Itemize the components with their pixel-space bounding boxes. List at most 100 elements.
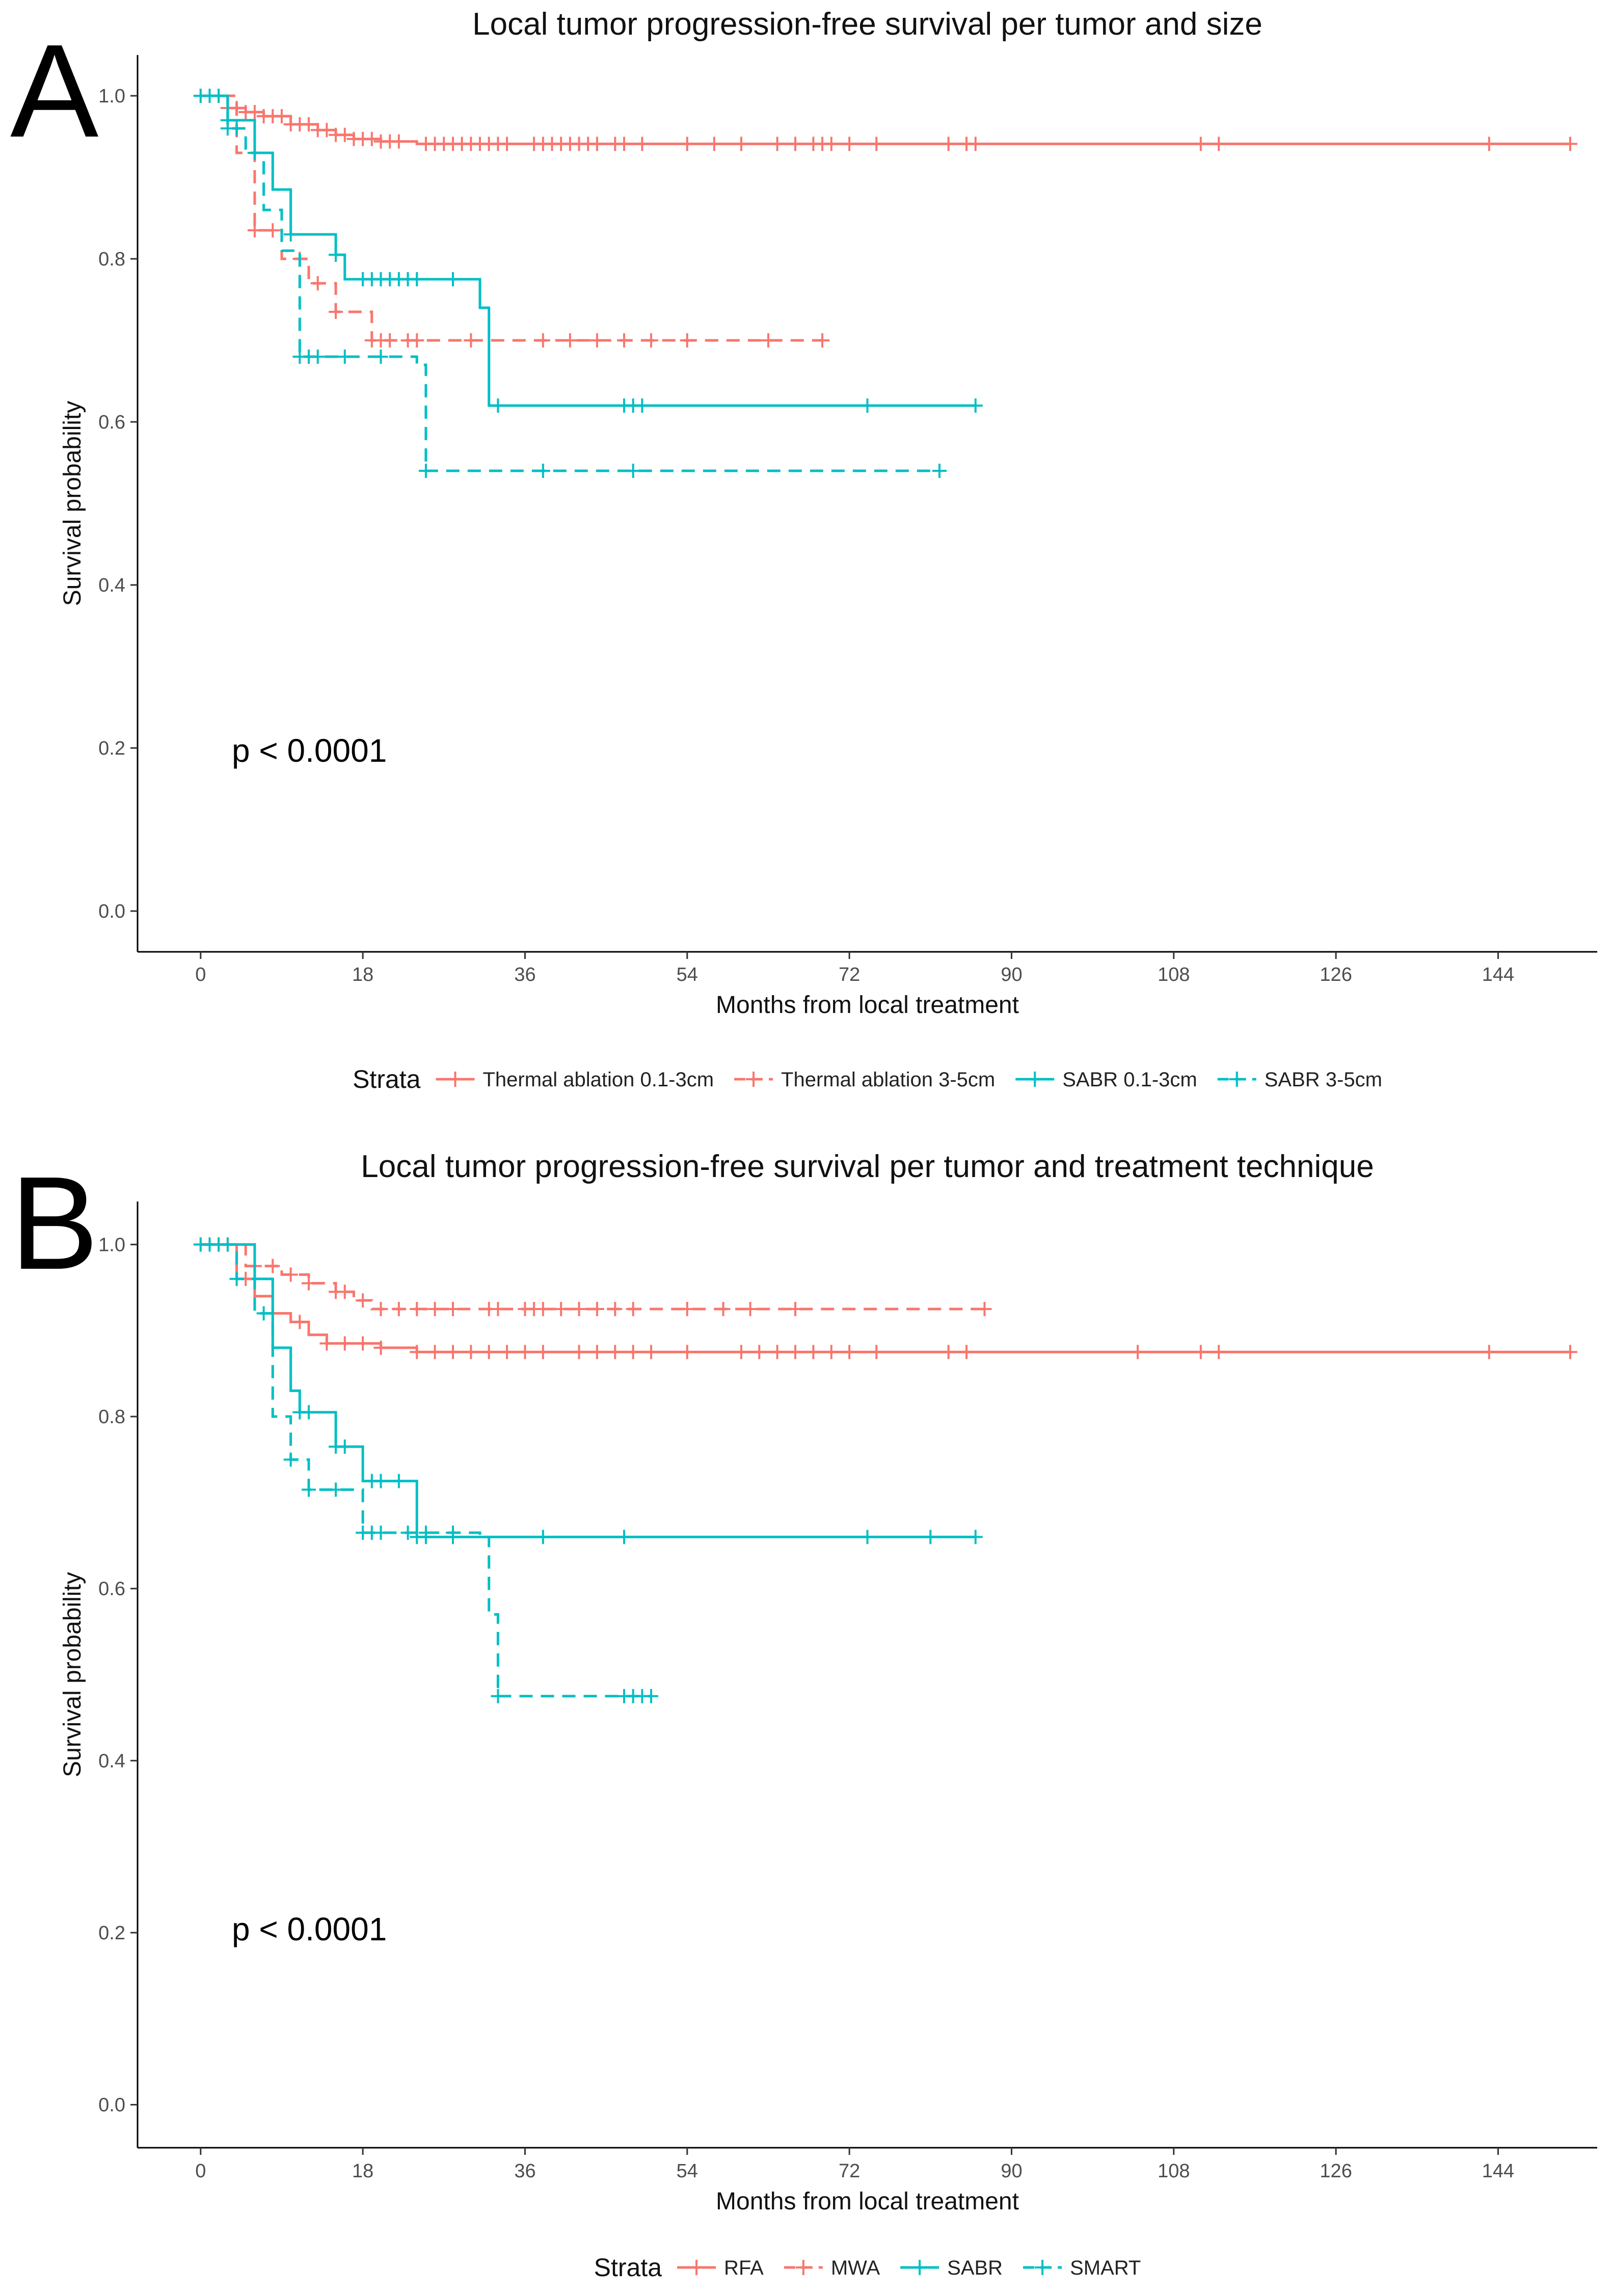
censor-mark [941,1345,956,1359]
censor-mark [860,398,875,413]
censor-mark [356,1293,370,1308]
legend-item: SABR [900,2257,1003,2279]
x-tick-label: 18 [352,2160,373,2182]
panel-a-survival-chart: A Local tumor progression-free survival … [0,0,1612,1141]
censor-mark [589,1302,604,1317]
censor-mark [319,1336,334,1351]
censor-mark [626,1345,640,1359]
survival-curve [200,1243,652,1698]
censor-mark [626,1302,640,1317]
x-tick-label: 108 [1158,2160,1190,2182]
censor-mark [518,1345,532,1359]
censor-mark [1212,137,1226,151]
y-tick-label: 1.0 [98,1234,125,1256]
chart-title: Local tumor progression-free survival pe… [361,1149,1374,1184]
censor-mark [373,1340,388,1355]
legend-item: Thermal ablation 0.1-3cm [436,1069,714,1091]
axes: 0.0 0.2 0.4 0.6 0.8 1.0 0 18 36 54 72 90 108 126 144 [98,1202,1597,2182]
censor-mark [815,333,830,348]
censor-mark [302,1482,316,1497]
censor-mark [860,1530,875,1544]
censor-mark [500,1345,515,1359]
censor-mark [418,1525,433,1540]
legend-title: Strata [594,2253,662,2282]
series-smart [200,1243,659,1703]
legend-item: SMART [1023,2257,1141,2279]
censor-mark [283,1452,298,1467]
censor-mark [329,305,343,319]
censor-mark [373,1525,388,1540]
censor-mark [535,1302,550,1317]
censor-mark [617,333,631,348]
censor-mark [959,1345,974,1359]
y-tick-label: 0.8 [98,1406,125,1428]
x-tick-label: 0 [195,964,206,985]
censor-mark [337,1439,352,1454]
y-tick-label: 1.0 [98,86,125,107]
censor-mark [824,137,839,151]
censor-mark [391,1302,406,1317]
censor-mark [445,1345,460,1359]
censor-mark [842,1345,857,1359]
chart-a-svg: A Local tumor progression-free survival … [10,7,1597,1093]
censor-mark [761,333,775,348]
x-tick-label: 90 [1001,964,1022,985]
x-tick-label: 90 [1001,2160,1022,2182]
censor-mark [734,137,748,151]
y-tick-label: 0.4 [98,1750,125,1772]
censor-mark [680,1302,694,1317]
x-axis-title: Months from local treatment [716,2188,1019,2215]
survival-curve [200,94,1570,145]
survival-curve [200,1243,985,1311]
legend: Strata Thermal ablation 0.1-3cm Thermal ab… [353,1065,1382,1093]
legend-item: MWA [784,2257,880,2279]
series-sabr-3-5cm [200,94,947,478]
censor-mark [589,1345,604,1359]
censor-mark [229,121,244,136]
censor-mark [535,1530,550,1544]
censor-mark [364,131,379,146]
censor-mark [589,137,604,151]
censor-mark [1563,1345,1577,1359]
y-tick-label: 0.6 [98,412,125,433]
censor-mark [247,105,262,119]
censor-mark [608,1302,623,1317]
legend-item: SABR 3-5cm [1217,1069,1382,1091]
censor-mark [968,137,983,151]
censor-mark [941,137,956,151]
legend-key [784,2260,823,2275]
x-tick-label: 72 [839,2160,860,2182]
censor-mark [229,1271,244,1286]
series-thermal-ablation-0-1-3cm [193,89,1577,151]
censor-mark [481,1345,496,1359]
x-tick-label: 18 [352,964,373,985]
x-tick-label: 144 [1482,964,1514,985]
censor-mark [788,1302,803,1317]
survival-curve [200,94,823,342]
series-mwa [200,1243,992,1317]
censor-mark [572,1302,586,1317]
censor-mark [247,146,262,160]
legend-label: SMART [1070,2257,1141,2279]
y-tick-label: 0.2 [98,1923,125,1944]
x-tick-label: 54 [677,2160,698,2182]
p-value-annotation: p < 0.0001 [232,1911,387,1947]
censor-mark [1563,137,1577,151]
survival-curve [200,1243,1570,1353]
censor-mark [869,137,884,151]
censor-mark [337,1285,352,1299]
censor-mark [626,464,640,478]
censor-mark [383,333,397,348]
censor-mark [302,117,316,131]
censor-mark [734,1345,748,1359]
censor-mark [680,1345,694,1359]
legend-label: Thermal ablation 0.1-3cm [482,1069,714,1091]
censor-mark [410,272,424,286]
series-rfa [193,1237,1577,1359]
censor-mark [410,1302,424,1317]
censor-mark [1193,137,1208,151]
legend-key [734,1072,773,1087]
censor-mark [445,272,460,286]
censor-mark [932,464,947,478]
censor-mark [373,1474,388,1488]
